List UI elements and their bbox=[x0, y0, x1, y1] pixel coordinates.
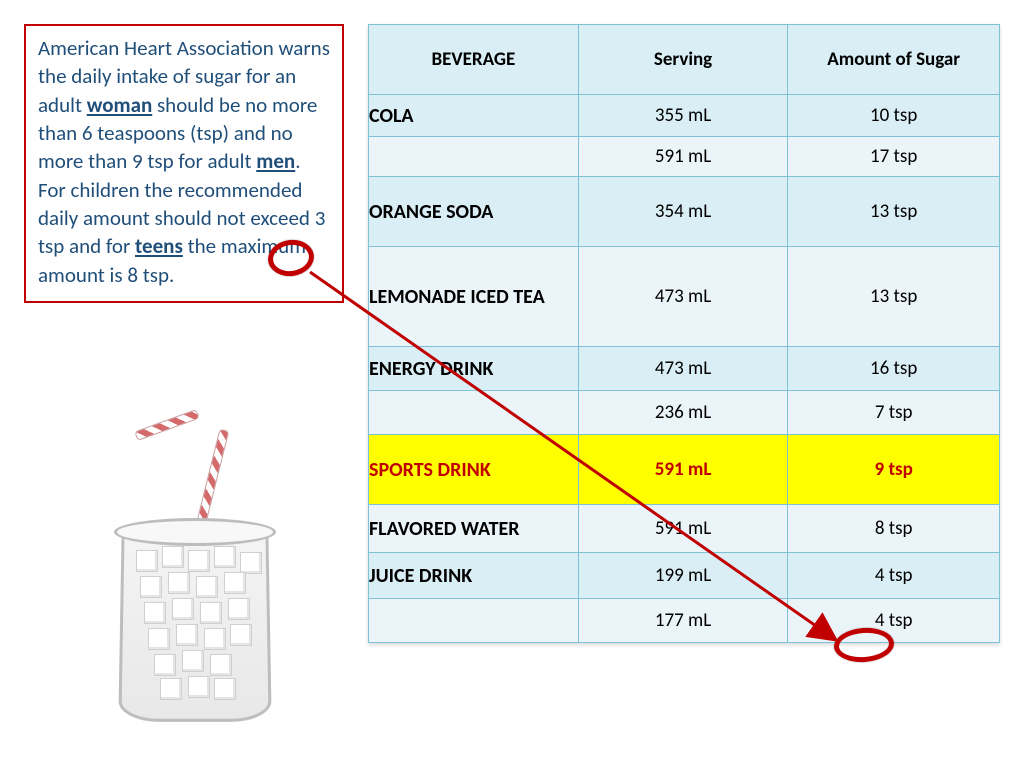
callout-teens: teens bbox=[135, 233, 183, 259]
cell-serving: 591 mL bbox=[578, 137, 788, 177]
table-row: LEMONADE ICED TEA 473 mL 13 tsp bbox=[369, 247, 1000, 347]
sugar-cube-icon bbox=[168, 572, 190, 594]
cell-serving: 355 mL bbox=[578, 95, 788, 137]
sugar-cube-icon bbox=[176, 624, 198, 646]
cell-amount: 7 tsp bbox=[788, 391, 1000, 435]
header-serving: Serving bbox=[578, 25, 788, 95]
cell-amount: 13 tsp bbox=[788, 177, 1000, 247]
cell-serving: 199 mL bbox=[578, 553, 788, 599]
cell-amount: 13 tsp bbox=[788, 247, 1000, 347]
sugar-cube-icon bbox=[224, 572, 246, 594]
cell-amount: 4 tsp bbox=[788, 553, 1000, 599]
cell-serving: 236 mL bbox=[578, 391, 788, 435]
sugar-cube-icon bbox=[172, 598, 194, 620]
sugar-cube-icon bbox=[200, 602, 222, 624]
cell-amount: 17 tsp bbox=[788, 137, 1000, 177]
callout-woman: woman bbox=[87, 92, 152, 118]
table-row: FLAVORED WATER 591 mL 8 tsp bbox=[369, 505, 1000, 553]
sugar-cube-icon bbox=[188, 550, 210, 572]
cell-serving: 354 mL bbox=[578, 177, 788, 247]
cell-serving: 177 mL bbox=[578, 599, 788, 643]
callout-men: men bbox=[256, 148, 295, 174]
table-header-row: BEVERAGE Serving Amount of Sugar bbox=[369, 25, 1000, 95]
cell-beverage: FLAVORED WATER bbox=[369, 505, 579, 553]
cell-beverage: ENERGY DRINK bbox=[369, 347, 579, 391]
table-row: 177 mL 4 tsp bbox=[369, 599, 1000, 643]
sugar-cube-icon bbox=[154, 654, 176, 676]
straw-icon bbox=[134, 409, 199, 441]
sugar-cube-icon bbox=[160, 678, 182, 700]
cell-beverage bbox=[369, 391, 579, 435]
table-row: COLA 355 mL 10 tsp bbox=[369, 95, 1000, 137]
sugar-cube-icon bbox=[230, 624, 252, 646]
table-row: JUICE DRINK 199 mL 4 tsp bbox=[369, 553, 1000, 599]
sugar-cube-icon bbox=[210, 654, 232, 676]
sugar-table-container: BEVERAGE Serving Amount of Sugar COLA 35… bbox=[368, 24, 1000, 643]
table-row: ORANGE SODA 354 mL 13 tsp bbox=[369, 177, 1000, 247]
cell-amount: 8 tsp bbox=[788, 505, 1000, 553]
sugar-cube-icon bbox=[240, 552, 262, 574]
cell-serving: 591 mL bbox=[578, 435, 788, 505]
cell-beverage: COLA bbox=[369, 95, 579, 137]
sugar-cube-icon bbox=[182, 650, 204, 672]
sugar-cube-icon bbox=[196, 576, 218, 598]
table-row-highlighted: SPORTS DRINK 591 mL 9 tsp bbox=[369, 435, 1000, 505]
sugar-table: BEVERAGE Serving Amount of Sugar COLA 35… bbox=[368, 24, 1000, 643]
cell-serving: 473 mL bbox=[578, 247, 788, 347]
cell-beverage: ORANGE SODA bbox=[369, 177, 579, 247]
header-amount: Amount of Sugar bbox=[788, 25, 1000, 95]
cup-rim-icon bbox=[114, 518, 276, 546]
sugar-cube-icon bbox=[214, 546, 236, 568]
cell-beverage: JUICE DRINK bbox=[369, 553, 579, 599]
sugar-cube-icon bbox=[228, 598, 250, 620]
sugar-cube-icon bbox=[148, 628, 170, 650]
sugar-cup-illustration bbox=[80, 420, 300, 730]
header-beverage: BEVERAGE bbox=[369, 25, 579, 95]
sugar-cube-icon bbox=[144, 602, 166, 624]
cell-amount: 16 tsp bbox=[788, 347, 1000, 391]
cell-serving: 473 mL bbox=[578, 347, 788, 391]
cell-amount: 4 tsp bbox=[788, 599, 1000, 643]
sugar-cube-icon bbox=[204, 628, 226, 650]
cell-serving: 591 mL bbox=[578, 505, 788, 553]
table-row: 591 mL 17 tsp bbox=[369, 137, 1000, 177]
cell-beverage bbox=[369, 137, 579, 177]
cell-beverage: LEMONADE ICED TEA bbox=[369, 247, 579, 347]
sugar-cube-icon bbox=[140, 576, 162, 598]
sugar-cube-icon bbox=[188, 676, 210, 698]
cell-beverage: SPORTS DRINK bbox=[369, 435, 579, 505]
cell-amount: 9 tsp bbox=[788, 435, 1000, 505]
cell-beverage bbox=[369, 599, 579, 643]
sugar-cube-icon bbox=[136, 550, 158, 572]
cell-amount: 10 tsp bbox=[788, 95, 1000, 137]
table-row: ENERGY DRINK 473 mL 16 tsp bbox=[369, 347, 1000, 391]
sugar-cube-icon bbox=[162, 546, 184, 568]
table-row: 236 mL 7 tsp bbox=[369, 391, 1000, 435]
sugar-cube-icon bbox=[214, 678, 236, 700]
